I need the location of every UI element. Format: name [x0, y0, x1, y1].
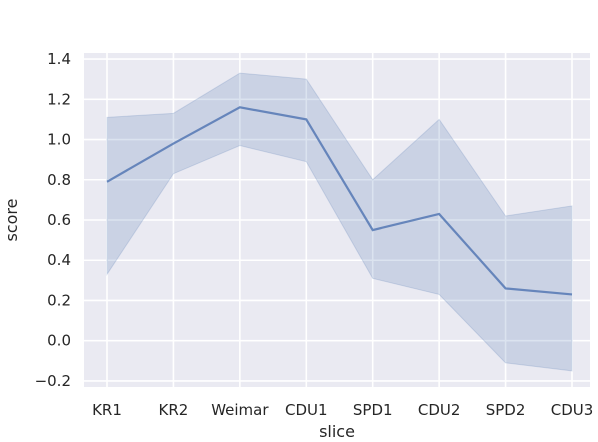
x-tick-label: SPD2 [486, 401, 526, 419]
x-tick-label: KR2 [159, 401, 189, 419]
x-tick-label: CDU3 [551, 401, 594, 419]
x-axis-label: slice [319, 422, 355, 441]
y-tick-label: 1.4 [47, 50, 71, 68]
x-tick-label: Weimar [211, 401, 269, 419]
confidence-band [106, 72, 573, 372]
x-tick-label: CDU2 [418, 401, 461, 419]
y-tick-label: 0.8 [47, 171, 71, 189]
x-tick-label: KR1 [92, 401, 122, 419]
x-tick-labels: KR1 KR2 Weimar CDU1 SPD1 CDU2 SPD2 CDU3 [92, 401, 593, 419]
x-tick-label: SPD1 [353, 401, 393, 419]
grid-lines [84, 53, 590, 387]
y-tick-label: 1.2 [47, 90, 71, 108]
y-tick-label: 0.2 [47, 291, 71, 309]
y-tick-label: 0.0 [47, 332, 71, 350]
x-tick-label: CDU1 [285, 401, 328, 419]
y-tick-label: 0.4 [47, 251, 71, 269]
y-tick-label: 1.0 [47, 131, 71, 149]
y-tick-label: −0.2 [35, 372, 71, 390]
y-tick-labels: −0.2 0.0 0.2 0.4 0.6 0.8 1.0 1.2 1.4 [35, 50, 71, 390]
series-line [106, 106, 573, 296]
y-tick-label: 0.6 [47, 211, 71, 229]
y-axis-label: score [2, 199, 21, 242]
